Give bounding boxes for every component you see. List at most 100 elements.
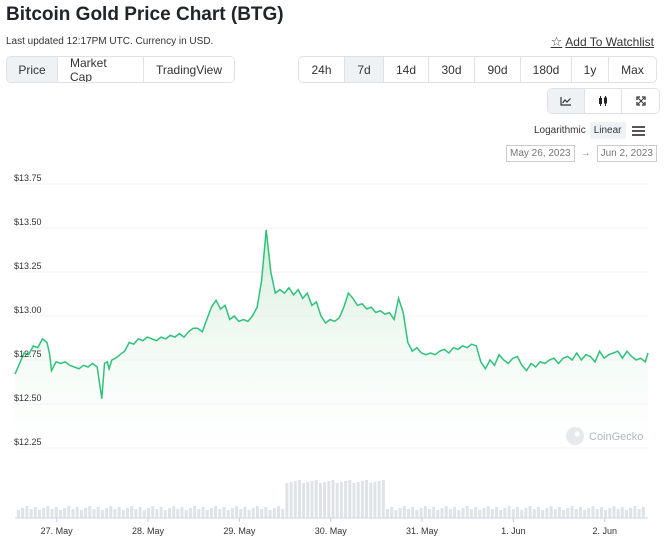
- volume-bar: [168, 508, 171, 518]
- volume-bar: [180, 507, 184, 518]
- volume-bar: [583, 510, 587, 518]
- volume-bar: [553, 509, 557, 518]
- fullscreen-icon[interactable]: [622, 89, 659, 113]
- page-title: Bitcoin Gold Price Chart (BTG): [6, 4, 284, 25]
- range-14d[interactable]: 14d: [384, 57, 429, 82]
- volume-bar: [264, 507, 268, 518]
- volume-bar: [574, 509, 578, 518]
- range-1y[interactable]: 1y: [572, 57, 609, 82]
- date-to-input[interactable]: Jun 2, 2023: [596, 145, 657, 162]
- y-tick-label: $13.75: [14, 173, 42, 183]
- volume-bar: [184, 510, 188, 518]
- volume-bar: [427, 509, 431, 518]
- range-24h[interactable]: 24h: [299, 57, 345, 82]
- volume-bar: [251, 508, 255, 518]
- volume-bar: [117, 507, 121, 518]
- x-tick-label: 2. Jun: [592, 526, 617, 536]
- volume-bar: [608, 508, 612, 518]
- volume-bar: [134, 509, 138, 518]
- price-line: [14, 229, 649, 399]
- y-tick-label: $12.75: [14, 349, 42, 359]
- date-from-input[interactable]: May 26, 2023: [506, 145, 575, 162]
- volume-bar: [478, 510, 482, 518]
- volume-bar: [92, 509, 96, 518]
- scale-logarithmic[interactable]: Logarithmic: [534, 125, 586, 136]
- volume-bar: [281, 509, 285, 518]
- volume-bar: [407, 509, 410, 518]
- volume-bar: [50, 509, 54, 518]
- volume-bar: [486, 506, 490, 518]
- volume-bar: [226, 510, 230, 518]
- volume-bar: [25, 506, 29, 518]
- volume-bar: [511, 509, 515, 518]
- volume-bar: [310, 481, 314, 518]
- volume-bar: [352, 483, 356, 518]
- range-7d[interactable]: 7d: [345, 57, 384, 82]
- volume-bar: [625, 510, 628, 518]
- volume-bar: [314, 480, 318, 518]
- volume-bar: [490, 509, 494, 518]
- hamburger-menu-icon[interactable]: [631, 125, 645, 136]
- volume-bar: [318, 483, 322, 518]
- volume-bar: [79, 510, 83, 518]
- volume-bar: [327, 481, 331, 518]
- volume-bar: [516, 507, 519, 518]
- volume-bar: [507, 506, 511, 518]
- volume-bar: [453, 507, 457, 518]
- x-tick-label: 29. May: [223, 526, 256, 536]
- volume-bar: [587, 508, 591, 518]
- range-90d[interactable]: 90d: [475, 57, 521, 82]
- tab-market-cap[interactable]: Market Cap: [58, 57, 144, 82]
- volume-bar: [42, 508, 46, 518]
- volume-bar: [356, 482, 360, 518]
- volume-bar: [214, 506, 218, 518]
- scale-options: Logarithmic Linear: [530, 122, 645, 139]
- candlestick-icon[interactable]: [585, 89, 622, 113]
- volume-bar: [96, 507, 100, 518]
- volume-bar: [285, 483, 289, 518]
- line-chart-icon[interactable]: [548, 89, 585, 113]
- tab-tradingview[interactable]: TradingView: [144, 57, 234, 82]
- add-to-watchlist-link[interactable]: ☆ Add To Watchlist: [551, 34, 654, 50]
- volume-bar: [163, 510, 167, 518]
- y-tick-label: $12.50: [14, 393, 42, 403]
- volume-bar: [616, 509, 620, 518]
- volume-bar: [641, 507, 645, 518]
- volume-bar: [302, 483, 306, 518]
- volume-bar: [629, 508, 633, 518]
- volume-bar: [432, 507, 436, 518]
- volume-bar: [306, 482, 310, 518]
- volume-bar: [537, 507, 540, 518]
- volume-bar: [570, 506, 574, 518]
- volume-bar: [260, 509, 264, 518]
- volume-bar: [360, 481, 364, 518]
- volume-bar: [33, 507, 37, 518]
- price-area: [15, 229, 648, 455]
- volume-bar: [75, 507, 79, 518]
- volume-bar: [126, 508, 129, 518]
- volume-bar: [469, 509, 473, 518]
- volume-bar: [461, 508, 465, 518]
- volume-bar: [105, 508, 109, 518]
- volume-bar: [272, 508, 276, 518]
- volume-bar: [218, 509, 222, 518]
- volume-bar: [176, 509, 180, 518]
- volume-bar: [121, 510, 125, 518]
- scale-linear[interactable]: Linear: [589, 122, 626, 139]
- volume-bar: [323, 482, 327, 518]
- volume-bar: [46, 506, 50, 518]
- volume-bar: [528, 506, 532, 518]
- volume-bar: [520, 510, 524, 518]
- volume-bar: [298, 480, 301, 518]
- range-max[interactable]: Max: [609, 57, 656, 82]
- volume-bar: [377, 481, 381, 518]
- volume-bar: [335, 483, 339, 518]
- volume-bar: [247, 510, 251, 518]
- volume-bar: [612, 506, 616, 518]
- tab-price[interactable]: Price: [7, 57, 58, 82]
- volume-bar: [532, 509, 536, 518]
- volume-bar: [415, 510, 419, 518]
- range-180d[interactable]: 180d: [521, 57, 572, 82]
- range-30d[interactable]: 30d: [429, 57, 475, 82]
